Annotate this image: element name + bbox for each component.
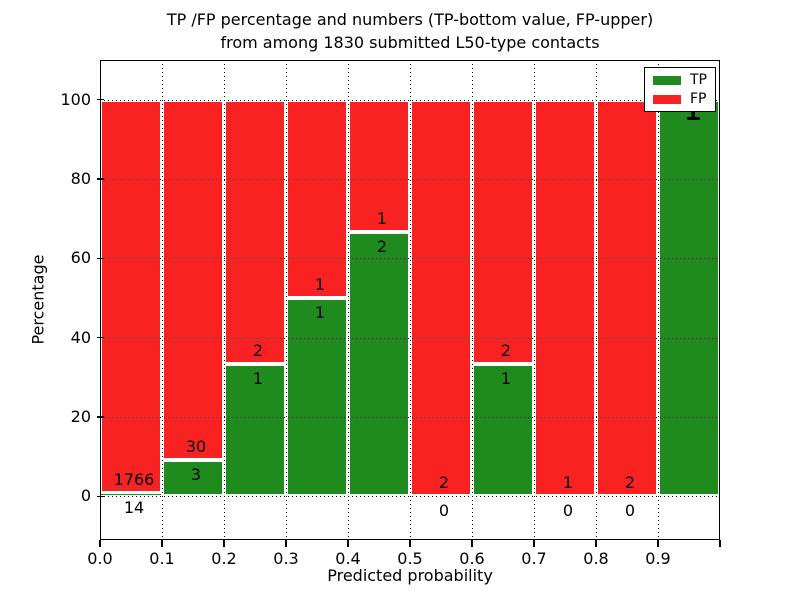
- x-tick-label: 0.7: [521, 549, 547, 568]
- tp-bar-segment: [162, 460, 224, 497]
- x-tick-mark: [409, 540, 411, 547]
- x-tick-mark: [657, 540, 659, 547]
- y-tick-mark: [97, 416, 104, 418]
- tp-bar-segment: [224, 364, 286, 497]
- errorbar-cap: [687, 117, 700, 120]
- vertical-gridline: [596, 60, 597, 540]
- tp-count-label: 14: [123, 498, 145, 518]
- vertical-gridline: [286, 60, 287, 540]
- horizontal-gridline: [100, 337, 720, 339]
- legend-item-fp: FP: [653, 92, 707, 106]
- x-tick-label: 0.8: [583, 549, 609, 568]
- errorbar-stem: [692, 111, 695, 118]
- fp-bar-segment: [534, 99, 596, 497]
- fp-bar-segment: [286, 99, 348, 298]
- y-tick-mark: [97, 257, 104, 260]
- horizontal-gridline: [100, 99, 720, 101]
- fp-count-label: 2: [624, 473, 636, 493]
- fp-legend-label: FP: [690, 91, 707, 107]
- y-tick-mark: [97, 178, 104, 180]
- y-tick-label: 0: [80, 486, 91, 506]
- vertical-gridline: [534, 60, 535, 540]
- fp-bar-segment: [596, 99, 658, 497]
- y-tick-label: 80: [70, 169, 91, 188]
- tp-count-label: 1: [252, 369, 264, 389]
- fp-count-label: 1: [314, 275, 326, 295]
- tp-count-label: 1: [687, 106, 697, 123]
- fp-bar-segment: [410, 99, 472, 497]
- x-axis-label: Predicted probability: [327, 566, 493, 585]
- chart-title-line2: from among 1830 submitted L50-type conta…: [220, 33, 600, 52]
- fp-bar-segment: [162, 99, 224, 461]
- x-tick-label: 0.9: [645, 549, 671, 568]
- y-tick-label: 40: [70, 327, 91, 347]
- x-tick-label: 0.3: [273, 549, 299, 568]
- x-tick-label: 0.2: [211, 549, 237, 568]
- y-tick-mark: [97, 495, 104, 498]
- x-tick-label: 0.5: [397, 549, 423, 568]
- vertical-gridline: [658, 60, 659, 540]
- horizontal-gridline: [100, 496, 720, 498]
- tp-count-label: 0: [624, 501, 636, 521]
- y-axis-label: Percentage: [28, 254, 48, 345]
- horizontal-gridline: [100, 258, 720, 260]
- x-tick-mark: [161, 540, 163, 547]
- chart-title-line1: TP /FP percentage and numbers (TP-bottom…: [166, 10, 654, 29]
- tp-count-label: 1: [314, 303, 326, 323]
- vertical-gridline: [472, 60, 473, 540]
- fp-bar-segment: [224, 99, 286, 365]
- tp-count-label: 1: [500, 369, 512, 389]
- x-tick-mark: [285, 540, 287, 547]
- fp-legend-swatch: [653, 94, 681, 104]
- x-tick-mark: [533, 540, 535, 547]
- legend-box: TP FP: [644, 67, 716, 112]
- x-tick-label: 0.1: [149, 549, 175, 568]
- x-tick-mark: [223, 540, 225, 547]
- tp-bar-segment: [348, 231, 410, 497]
- fp-bar-segment: [100, 99, 162, 494]
- legend-item-tp: TP: [653, 73, 707, 87]
- x-tick-label: 0.0: [87, 549, 113, 568]
- x-tick-mark: [347, 540, 349, 547]
- x-tick-mark: [471, 540, 473, 547]
- vertical-gridline: [348, 60, 349, 540]
- fp-count-label: 2: [438, 473, 450, 493]
- tp-count-label: 0: [438, 501, 450, 521]
- y-tick-label: 100: [60, 89, 91, 109]
- chart-title: TP /FP percentage and numbers (TP-bottom…: [100, 8, 720, 54]
- plot-area: TP FP 1766 14 30 3 2 1 1 1 1 2 2 0 2 1 1 0 2 0 1: [100, 60, 720, 540]
- fp-count-label: 1766: [113, 470, 155, 490]
- tp-legend-swatch: [653, 75, 681, 85]
- y-tick-label: 60: [70, 248, 91, 268]
- horizontal-gridline: [100, 179, 720, 180]
- fp-bar-segment: [348, 99, 410, 232]
- tp-count-label: 0: [562, 501, 574, 521]
- y-tick-label: 20: [70, 407, 91, 427]
- x-tick-mark: [719, 540, 721, 547]
- fp-bar-segment: [472, 99, 534, 365]
- fp-count-label: 2: [500, 341, 512, 361]
- tp-legend-label: TP: [690, 72, 707, 88]
- fp-count-label: 1: [562, 473, 574, 493]
- vertical-gridline: [410, 60, 411, 540]
- tp-count-label: 3: [190, 465, 202, 485]
- tp-bar-segment: [472, 364, 534, 497]
- vertical-gridline: [162, 60, 163, 540]
- y-tick-mark: [97, 336, 104, 339]
- tp-bar-segment: [286, 298, 348, 497]
- fp-count-label: 2: [252, 341, 264, 361]
- fp-count-label: 1: [376, 208, 388, 228]
- x-tick-label: 0.6: [459, 549, 485, 568]
- y-tick-mark: [97, 98, 104, 101]
- tp-bar-segment: [658, 99, 720, 497]
- x-tick-mark: [595, 540, 597, 547]
- x-tick-label: 0.4: [335, 549, 361, 568]
- fp-count-label: 30: [185, 437, 207, 457]
- vertical-gridline: [224, 60, 225, 540]
- x-tick-mark: [99, 540, 101, 547]
- tp-count-label: 2: [376, 236, 388, 256]
- horizontal-gridline: [100, 417, 720, 419]
